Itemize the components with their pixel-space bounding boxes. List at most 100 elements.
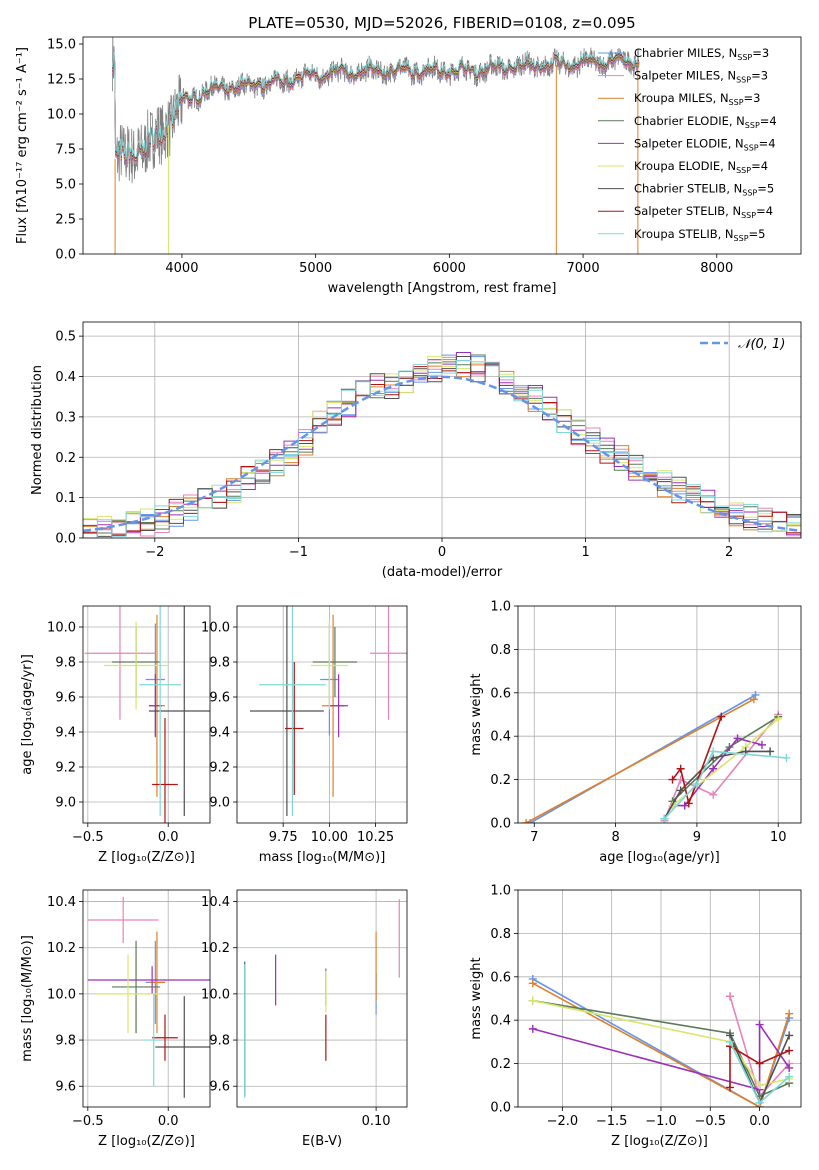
weight_vs_age-plot-area — [518, 606, 801, 823]
legend-entry-count: =4 — [760, 114, 777, 128]
x-tick-label: 4000 — [165, 261, 198, 276]
weight_vs_age-axes-frame — [517, 605, 802, 824]
weight-line-chabrier_miles — [532, 978, 790, 1107]
y-axis-label: Flux [fλ10⁻¹⁷ erg cm⁻² s⁻¹ A⁻¹] — [15, 47, 30, 244]
legend-entry-count: =4 — [751, 159, 768, 173]
legend-entry-name: Kroupa MILES, N — [634, 91, 729, 105]
weight-marker — [676, 764, 685, 773]
legend-entry-subscript: SSP — [734, 234, 749, 243]
spectrum-model-kroupa_stelib — [112, 49, 640, 160]
weight-marker — [709, 790, 718, 799]
weight-line-salpeter_stelib — [729, 1044, 790, 1088]
x-tick-label: 0 — [438, 545, 446, 560]
legend-entry: Salpeter MILES, NSSP=3 — [634, 69, 768, 85]
y-tick-label: 9.8 — [55, 656, 76, 671]
legend-entry-name: Chabrier MILES, N — [634, 46, 737, 60]
x-tick-label: 2 — [725, 545, 733, 560]
errorbar-point-salpeter_elodie — [329, 674, 348, 738]
x-tick-label: 9.75 — [269, 830, 298, 845]
weight-marker — [755, 1098, 764, 1107]
weight-marker — [692, 779, 701, 788]
age_vs_mass-panel: 9.75 10.00 10.25 9.0 9.2 9.4 9.6 9.8 10.0 mass [l… — [201, 605, 408, 865]
x-tick-label: 7 — [530, 830, 538, 845]
x-tick-label: 0.0 — [158, 830, 179, 845]
y-tick-label: 0.0 — [55, 532, 76, 547]
legend-entry: Kroupa ELODIE, NSSP=4 — [634, 159, 768, 175]
x-tick-label: −1 — [289, 545, 308, 560]
weight-marker — [726, 1083, 735, 1092]
x-tick-label: 8 — [611, 830, 619, 845]
age_vs_Z-axes-frame — [82, 605, 211, 824]
errorbar-point-salpeter_stelib — [285, 662, 304, 795]
y-tick-label: 0.5 — [55, 330, 76, 345]
errorbar-point-kroupa_elodie — [103, 621, 169, 710]
y-tick-label: 0.0 — [490, 1101, 511, 1116]
y-tick-label: 0.6 — [490, 970, 511, 985]
y-tick-label: 0.0 — [490, 817, 511, 832]
y-tick-label: 10.0 — [47, 108, 76, 123]
y-tick-label: 0.3 — [55, 410, 76, 425]
spectrum-axes-frame — [82, 36, 802, 255]
x-tick-label: 6000 — [433, 261, 466, 276]
weight_vs_Z-axes-frame — [517, 889, 802, 1108]
x-tick-label: 0.0 — [158, 1114, 179, 1129]
legend-entry-count: =3 — [744, 91, 761, 105]
x-tick-label: 5000 — [299, 261, 332, 276]
y-tick-label: 7.5 — [55, 143, 76, 158]
errorbar-point-kroupa_stelib — [144, 993, 164, 1087]
spectrum-plot-area — [112, 37, 640, 254]
y-tick-label: 9.0 — [55, 796, 76, 811]
legend-entry-name: Salpeter STELIB, N — [634, 204, 741, 218]
weight-line-kroupa_miles — [532, 982, 790, 1107]
errorbar-point-salpeter_elodie — [87, 966, 210, 994]
x-tick-label: 10.25 — [357, 830, 394, 845]
age_vs_Z-panel: −0.5 0.0 9.0 9.2 9.4 9.6 9.8 10.0 Z [log₁₀(Z/Z⊙)… — [20, 605, 211, 865]
legend-entry-count: =3 — [752, 46, 769, 60]
weight-line-salpeter_elodie — [532, 1021, 790, 1091]
weight_vs_age-panel: 7 8 9 10 0.0 0.2 0.4 0.6 0.8 1.0 age [log₁₀(age/yr… — [469, 600, 802, 865]
x-tick-label: 10 — [770, 830, 787, 845]
errorbar-point-kroupa_elodie — [95, 954, 161, 1034]
mass_vs_ebv-panel: 0.10 9.6 9.8 10.0 10.2 10.4 E(B-V) — [201, 889, 408, 1149]
legend-entry-count: =3 — [751, 69, 768, 83]
chart-title: PLATE=0530, MJD=52026, FIBERID=0108, z=0… — [248, 14, 635, 32]
weight-marker — [528, 996, 537, 1005]
y-tick-label: 1.0 — [490, 884, 511, 899]
y-tick-label: 10.0 — [47, 621, 76, 636]
x-axis-label: Z [log₁₀(Z/Z⊙)] — [98, 850, 195, 865]
weight-marker — [785, 1046, 794, 1055]
weight-marker — [684, 799, 693, 808]
spectrum-data-line — [112, 37, 640, 184]
y-tick-label: 0.1 — [55, 491, 76, 506]
legend-entry: Kroupa STELIB, NSSP=5 — [634, 227, 765, 243]
weight-marker — [680, 801, 689, 810]
x-tick-label: −1.0 — [645, 1114, 677, 1129]
weight_vs_Z-panel: −2.0 −1.5 −1.0 −0.5 0.0 0.0 0.2 0.4 0.6 0.8 1.0 Z [… — [469, 884, 802, 1149]
weight-line-kroupa_miles — [525, 698, 755, 823]
weight-marker — [709, 764, 718, 773]
legend-entry: Chabrier MILES, NSSP=3 — [634, 46, 769, 62]
weight-marker — [774, 714, 783, 723]
y-axis-label: age [log₁₀(age/yr)] — [20, 654, 35, 775]
legend-entry-subscript: SSP — [741, 211, 756, 220]
legend-entry-subscript: SSP — [745, 121, 760, 130]
y-tick-label: 9.4 — [55, 726, 76, 741]
y-axis-label: mass weight — [469, 673, 484, 755]
weight-marker — [660, 814, 669, 823]
errorbar-point-kroupa_stelib — [139, 606, 182, 816]
errorbar-point-salpeter_miles — [370, 606, 407, 720]
x-axis-label: mass [log₁₀(M/M⊙)] — [259, 850, 386, 865]
x-axis-label: Z [log₁₀(Z/Z⊙)] — [98, 1134, 195, 1149]
spectrum-panel: 4000 5000 6000 7000 8000 0.0 2.5 5.0 7.5 10.0 12.5… — [15, 14, 802, 296]
y-tick-label: 0.4 — [490, 730, 511, 745]
y-tick-label: 2.5 — [55, 213, 76, 228]
residual-histogram-kroupa_stelib — [83, 359, 801, 538]
errorbar-point-chabrier_elodie — [312, 627, 358, 697]
mass_vs_Z-panel: −0.5 0.0 9.6 9.8 10.0 10.2 10.4 Z [log₁₀(Z/Z⊙)]… — [20, 889, 211, 1149]
y-tick-label: 0.0 — [55, 248, 76, 263]
residuals-panel: −2 −1 0 1 2 0.0 0.1 0.2 0.3 0.4 0.5 (data-model)/er… — [30, 321, 802, 580]
weight-line-chabrier_elodie — [671, 716, 779, 802]
legend-entry-subscript: SSP — [744, 143, 759, 152]
legend-entry-subscript: SSP — [736, 76, 751, 85]
